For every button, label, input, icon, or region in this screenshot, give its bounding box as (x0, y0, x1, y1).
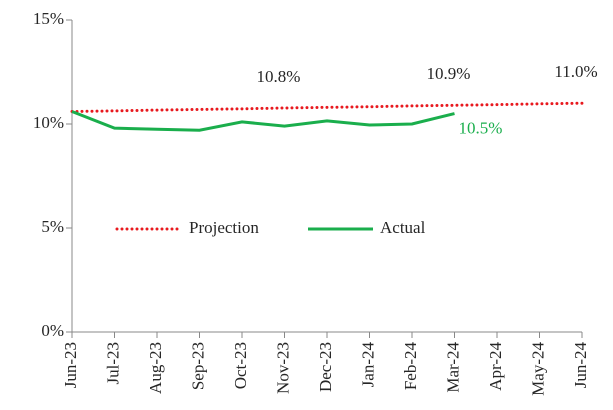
x-tick-label: Apr-24 (486, 342, 505, 391)
x-tick-label: Jan-24 (358, 342, 377, 388)
series-line (71, 110, 455, 132)
data-label: 10.9% (427, 64, 471, 83)
x-tick-label: Aug-23 (146, 342, 165, 394)
x-tick-label: Jun-23 (61, 342, 80, 388)
x-tick-label: Sep-23 (188, 342, 207, 390)
data-label: 10.5% (459, 119, 503, 138)
legend-label: Projection (189, 218, 259, 237)
legend-label: Actual (380, 218, 426, 237)
data-label: 10.8% (257, 67, 301, 86)
y-tick-label: 5% (41, 217, 64, 236)
y-tick-label: 15% (33, 9, 64, 28)
x-tick-label: Mar-24 (443, 342, 462, 393)
y-tick-label: 0% (41, 321, 64, 340)
series-line (70, 101, 584, 114)
x-tick-label: Jul-23 (103, 342, 122, 385)
data-label: 11.0% (554, 62, 597, 81)
y-tick-label: 10% (33, 113, 64, 132)
x-tick-label: Jun-24 (571, 342, 590, 389)
x-tick-label: May-24 (528, 342, 547, 396)
x-tick-label: Nov-23 (273, 342, 292, 394)
x-tick-label: Oct-23 (231, 342, 250, 389)
x-tick-label: Feb-24 (401, 342, 420, 391)
x-tick-label: Dec-23 (316, 342, 335, 392)
